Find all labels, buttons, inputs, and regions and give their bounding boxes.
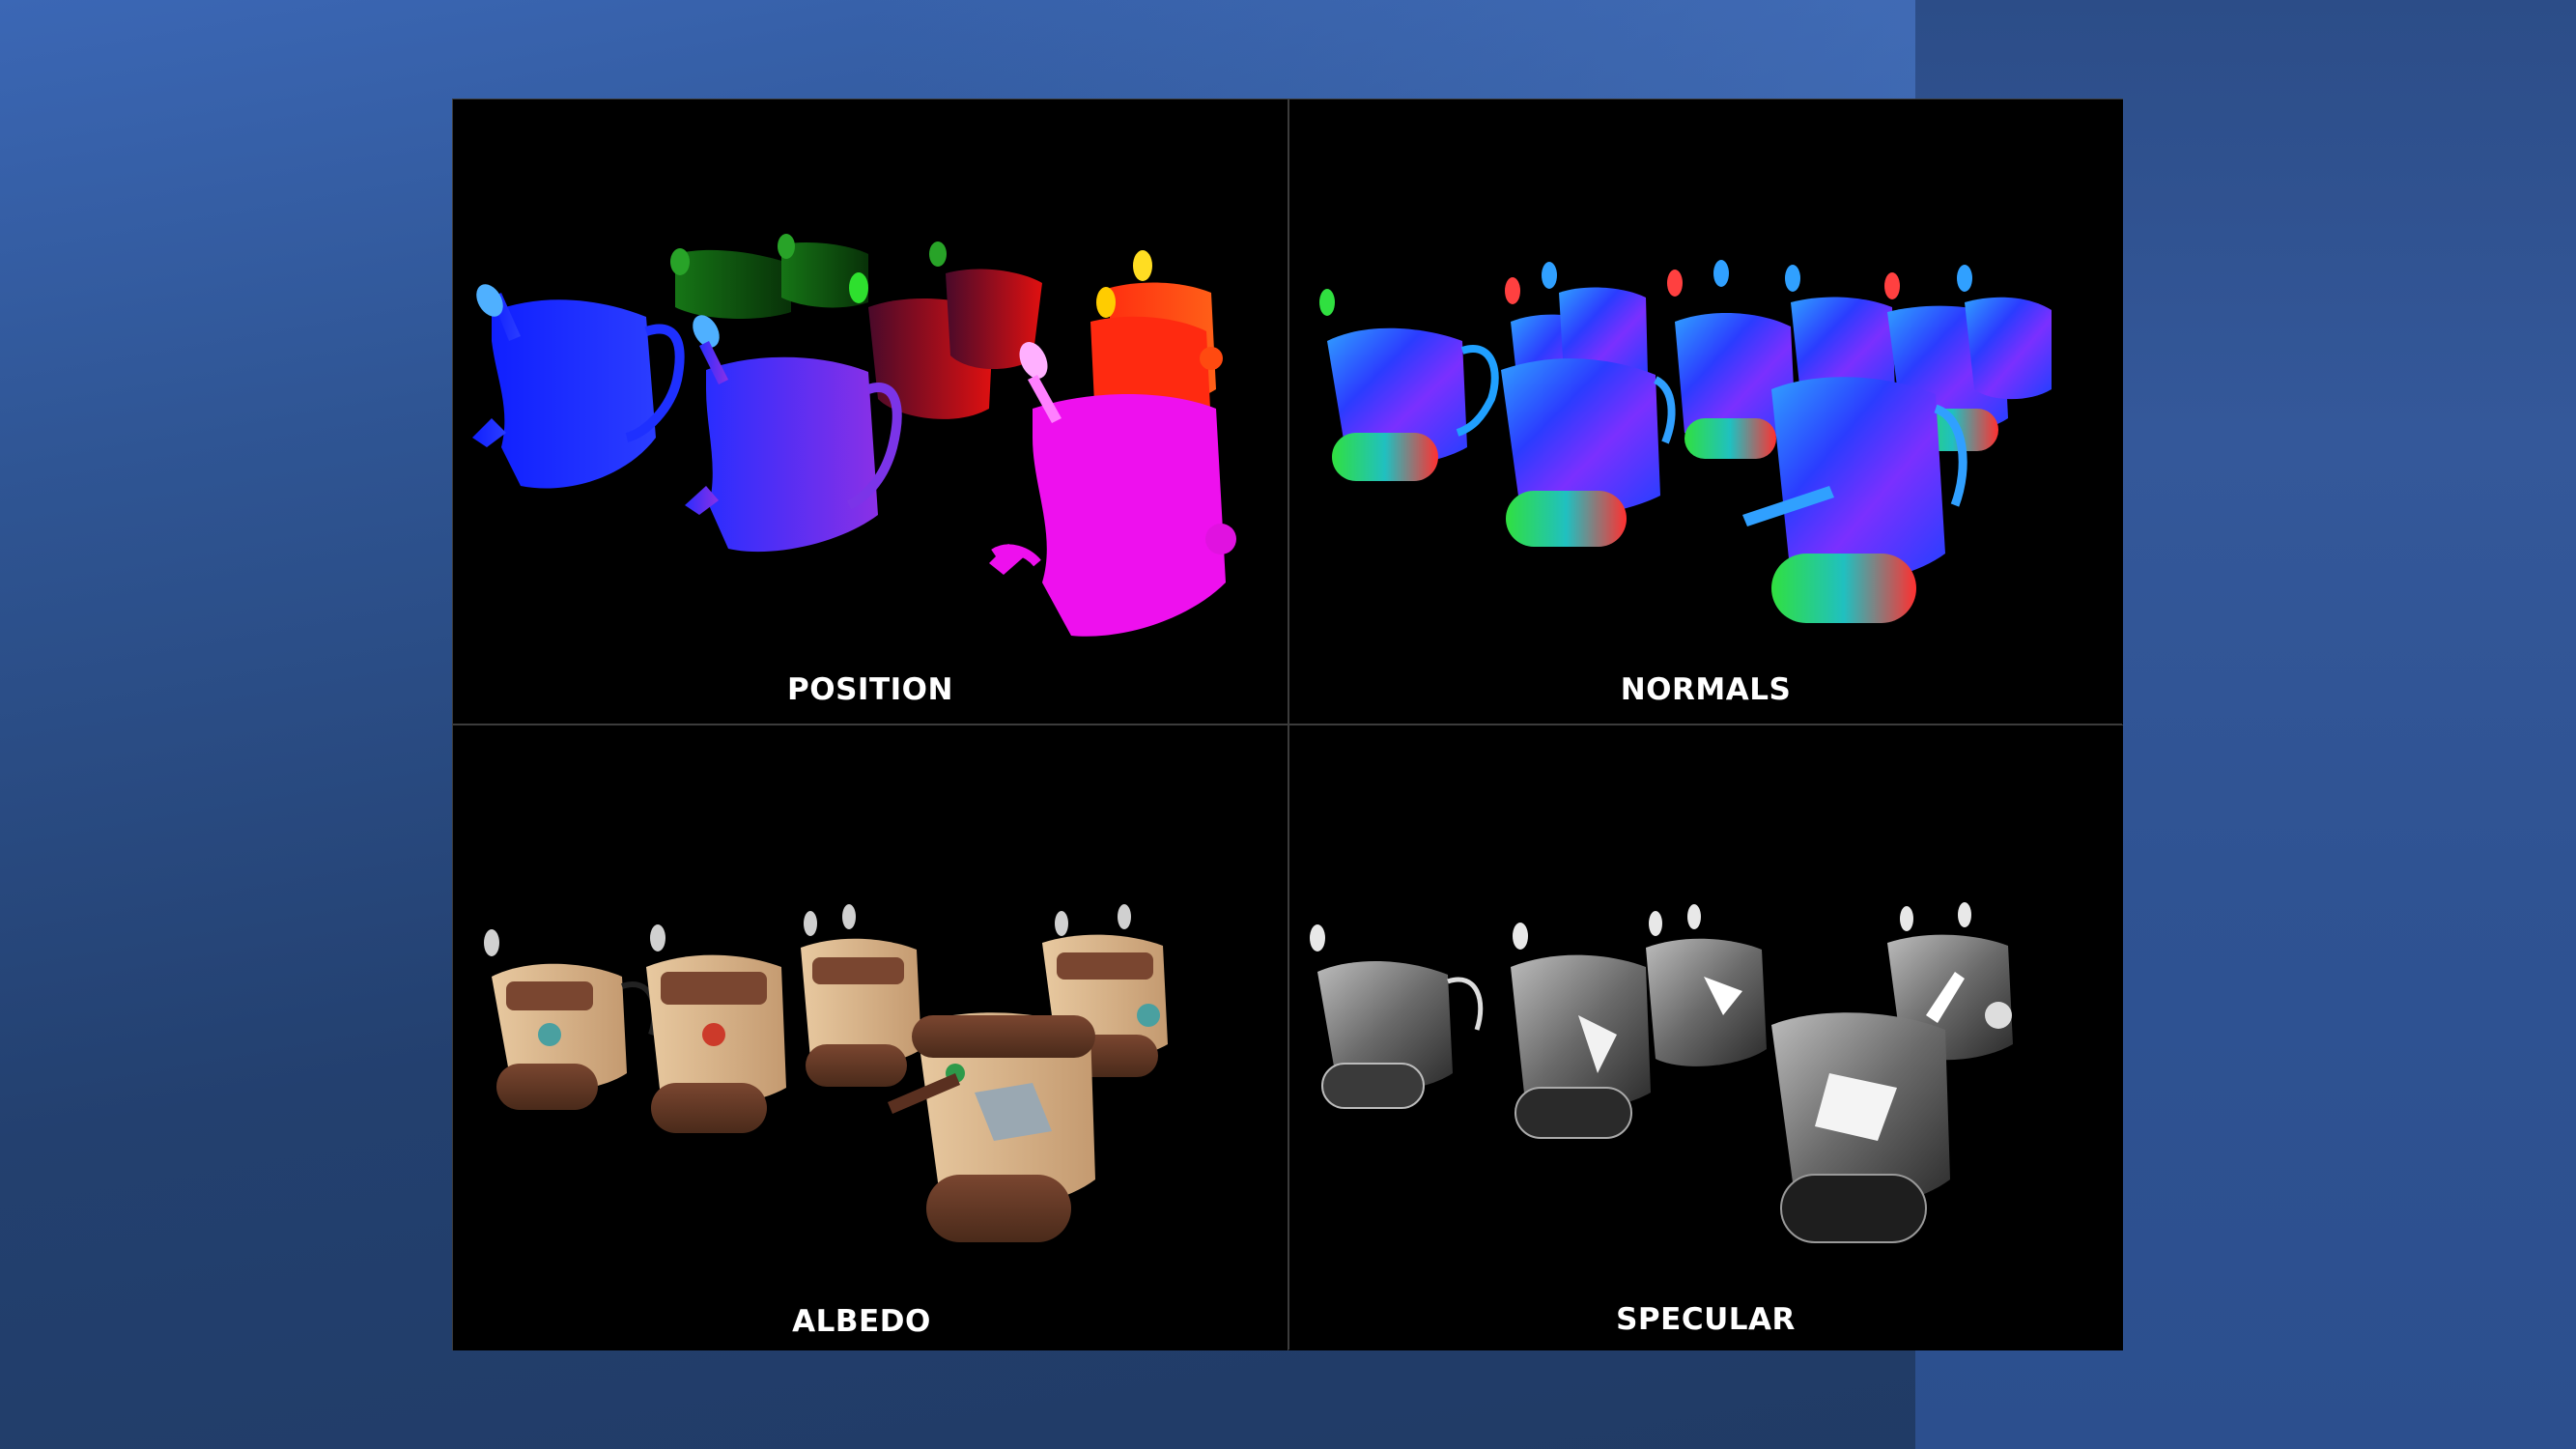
normals-pack-1 (1319, 289, 1499, 481)
specular-pack-2 (1511, 923, 1651, 1139)
specular-pack-front (1771, 972, 1965, 1243)
specular-packs (1310, 902, 2013, 1243)
specular-label: SPECULAR (1616, 1302, 1796, 1337)
albedo-pack-3 (801, 904, 921, 1087)
specular-panel: SPECULAR (1288, 725, 2123, 1350)
position-render (472, 234, 1236, 637)
albedo-packs (484, 904, 1168, 1242)
gbuffer-grid: POSITION (452, 99, 2123, 1350)
albedo-panel: ALBEDO (453, 725, 1288, 1350)
grid-divider-horizontal (453, 724, 2122, 725)
normals-packs (1319, 260, 2052, 623)
position-pack-blue-mid (685, 315, 902, 553)
position-pack-blue-left (472, 284, 685, 489)
specular-pack-3 (1646, 904, 1767, 1066)
normals-pack-4 (1667, 260, 1796, 459)
position-panel: POSITION (453, 99, 1288, 724)
position-pack-green-back (670, 234, 947, 319)
normals-render (1319, 260, 2052, 623)
albedo-pack-1 (484, 929, 658, 1110)
specular-render (1310, 902, 2013, 1243)
normals-pack-front (1742, 377, 1967, 623)
albedo-render (484, 904, 1168, 1242)
normals-panel: NORMALS (1288, 99, 2123, 724)
albedo-pack-front (888, 1012, 1095, 1242)
slide-top-glow (869, 0, 1915, 106)
albedo-pack-2 (646, 924, 786, 1133)
position-pack-red (849, 269, 1042, 419)
specular-pack-1 (1310, 924, 1484, 1109)
normals-pack-5 (1785, 265, 1895, 405)
normals-label: NORMALS (1620, 672, 1792, 707)
albedo-label: ALBEDO (792, 1304, 931, 1339)
position-pack-magenta (989, 342, 1236, 637)
position-label: POSITION (787, 672, 953, 707)
normals-pack-3 (1501, 334, 1720, 547)
